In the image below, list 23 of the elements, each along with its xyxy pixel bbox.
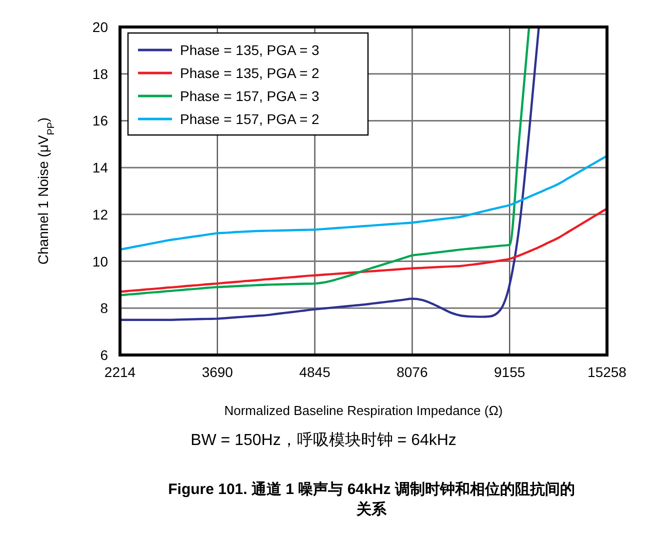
- y-tick-label: 18: [92, 66, 108, 82]
- x-tick-label: 2214: [104, 364, 136, 380]
- legend-label: Phase = 157, PGA = 3: [180, 88, 320, 104]
- y-tick-label: 20: [92, 19, 108, 35]
- legend-label: Phase = 135, PGA = 3: [180, 42, 320, 58]
- y-tick-label: 14: [92, 160, 108, 176]
- line-series: [120, 207, 607, 293]
- x-tick-label: 8076: [396, 364, 428, 380]
- x-tick-label: 3690: [202, 364, 234, 380]
- x-tick-label: 4845: [299, 364, 331, 380]
- y-tick-label: 10: [92, 253, 108, 270]
- y-tick-label: 6: [100, 347, 108, 363]
- y-tick-label: 12: [92, 206, 108, 222]
- text: Figure 101. 通道 1 噪声与 64kHz 调制时钟和相位的阻抗间的关系: [168, 481, 575, 518]
- y-tick-label: 8: [100, 300, 108, 316]
- x-tick-label: 15258: [588, 364, 627, 380]
- legend-label: Phase = 135, PGA = 2: [180, 65, 320, 81]
- x-axis-title: Normalized Baseline Respiration Impedance (Ω): [224, 403, 503, 418]
- text: BW = 150Hz，呼吸模块时钟 = 64kHz: [190, 431, 456, 449]
- x-tick-label: 9155: [494, 364, 526, 380]
- legend-label: Phase = 157, PGA = 2: [180, 111, 320, 127]
- y-tick-label: 16: [92, 112, 108, 129]
- line-series: [120, 154, 607, 251]
